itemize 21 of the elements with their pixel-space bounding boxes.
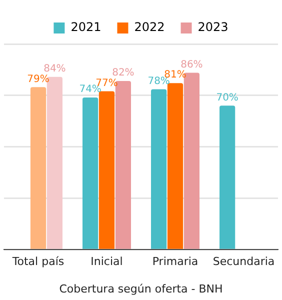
x-axis-title: Cobertura según oferta - BNH [59, 282, 223, 296]
bar [151, 89, 167, 249]
x-tick-label: Inicial [90, 255, 123, 268]
data-label: 82% [112, 68, 134, 79]
x-tick-label: Primaria [152, 255, 198, 268]
data-label: 78% [148, 76, 170, 87]
data-label: 86% [180, 59, 203, 70]
legend-label: 2021 [70, 20, 102, 34]
x-tick-label: Secundaria [212, 255, 275, 268]
bar [98, 91, 115, 249]
data-label: 70% [216, 92, 238, 104]
bar [167, 83, 184, 249]
data-label: 74% [79, 84, 102, 96]
legend-label: 2023 [198, 20, 228, 34]
x-tick-label: Total país [11, 255, 64, 268]
bar [30, 87, 46, 249]
legend-label: 2022 [134, 20, 165, 34]
bar [82, 97, 98, 249]
data-label: 84% [44, 63, 66, 74]
data-label: 79% [27, 74, 50, 85]
bar [220, 106, 236, 249]
